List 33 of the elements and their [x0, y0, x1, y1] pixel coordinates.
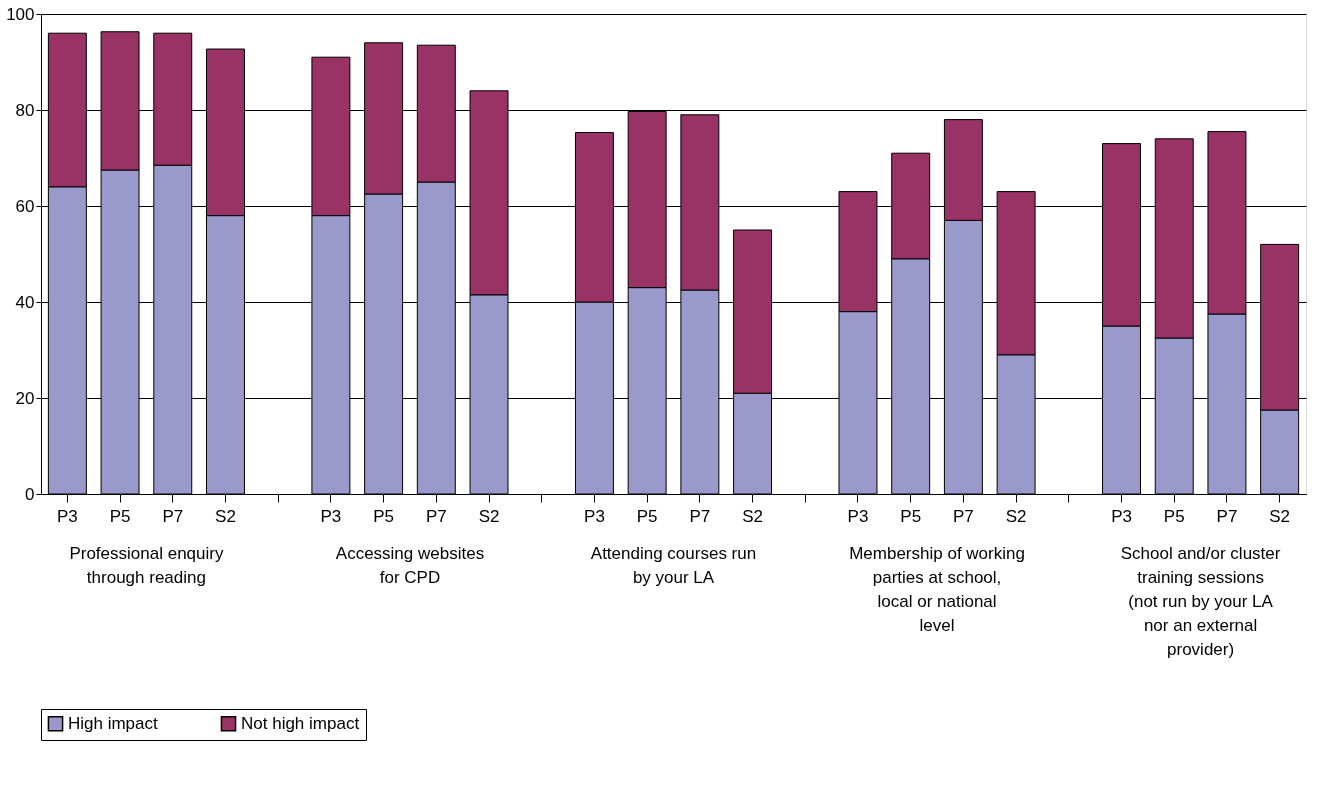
- x-tick-label: P5: [636, 506, 658, 526]
- legend-label: High impact: [68, 713, 159, 733]
- x-tick-label: S2: [1005, 506, 1027, 526]
- y-tick-label: 20: [15, 388, 35, 408]
- text: Professional enquiry through reading: [69, 544, 224, 587]
- y-tick-label: 40: [15, 292, 35, 312]
- legend-label: Not high impact: [241, 713, 360, 733]
- y-tick-label: 60: [15, 196, 35, 216]
- text: Accessing websites for CPD: [335, 544, 485, 587]
- y-tick-label: 0: [25, 484, 35, 504]
- text: Attending courses run by your LA: [590, 544, 757, 587]
- x-tick-label: P7: [1216, 506, 1238, 526]
- x-tick-label: P3: [1111, 506, 1132, 526]
- x-tick-label: P3: [56, 506, 78, 526]
- x-tick-label: P5: [373, 506, 394, 526]
- x-tick-label: P5: [1163, 506, 1185, 526]
- x-tick-label: P3: [584, 506, 605, 526]
- x-tick-label: P7: [162, 506, 184, 526]
- text: School and/or cluster training sessions (not run by your LA nor an external provider): [1120, 544, 1281, 659]
- x-tick-label: S2: [1269, 506, 1291, 526]
- x-tick-label: P3: [320, 506, 342, 526]
- x-tick-label: S2: [215, 506, 236, 526]
- x-tick-label: P3: [847, 506, 869, 526]
- y-tick-label: 100: [6, 4, 35, 24]
- x-tick-label: S2: [742, 506, 763, 526]
- text: Membership of working parties at school, local or national level: [849, 544, 1025, 635]
- x-tick-label: S2: [478, 506, 500, 526]
- x-tick-label: P7: [689, 506, 711, 526]
- y-tick-label: 80: [15, 100, 35, 120]
- x-tick-label: P5: [109, 506, 131, 526]
- x-tick-label: P7: [425, 506, 447, 526]
- x-tick-label: P7: [953, 506, 974, 526]
- x-tick-label: P5: [900, 506, 922, 526]
